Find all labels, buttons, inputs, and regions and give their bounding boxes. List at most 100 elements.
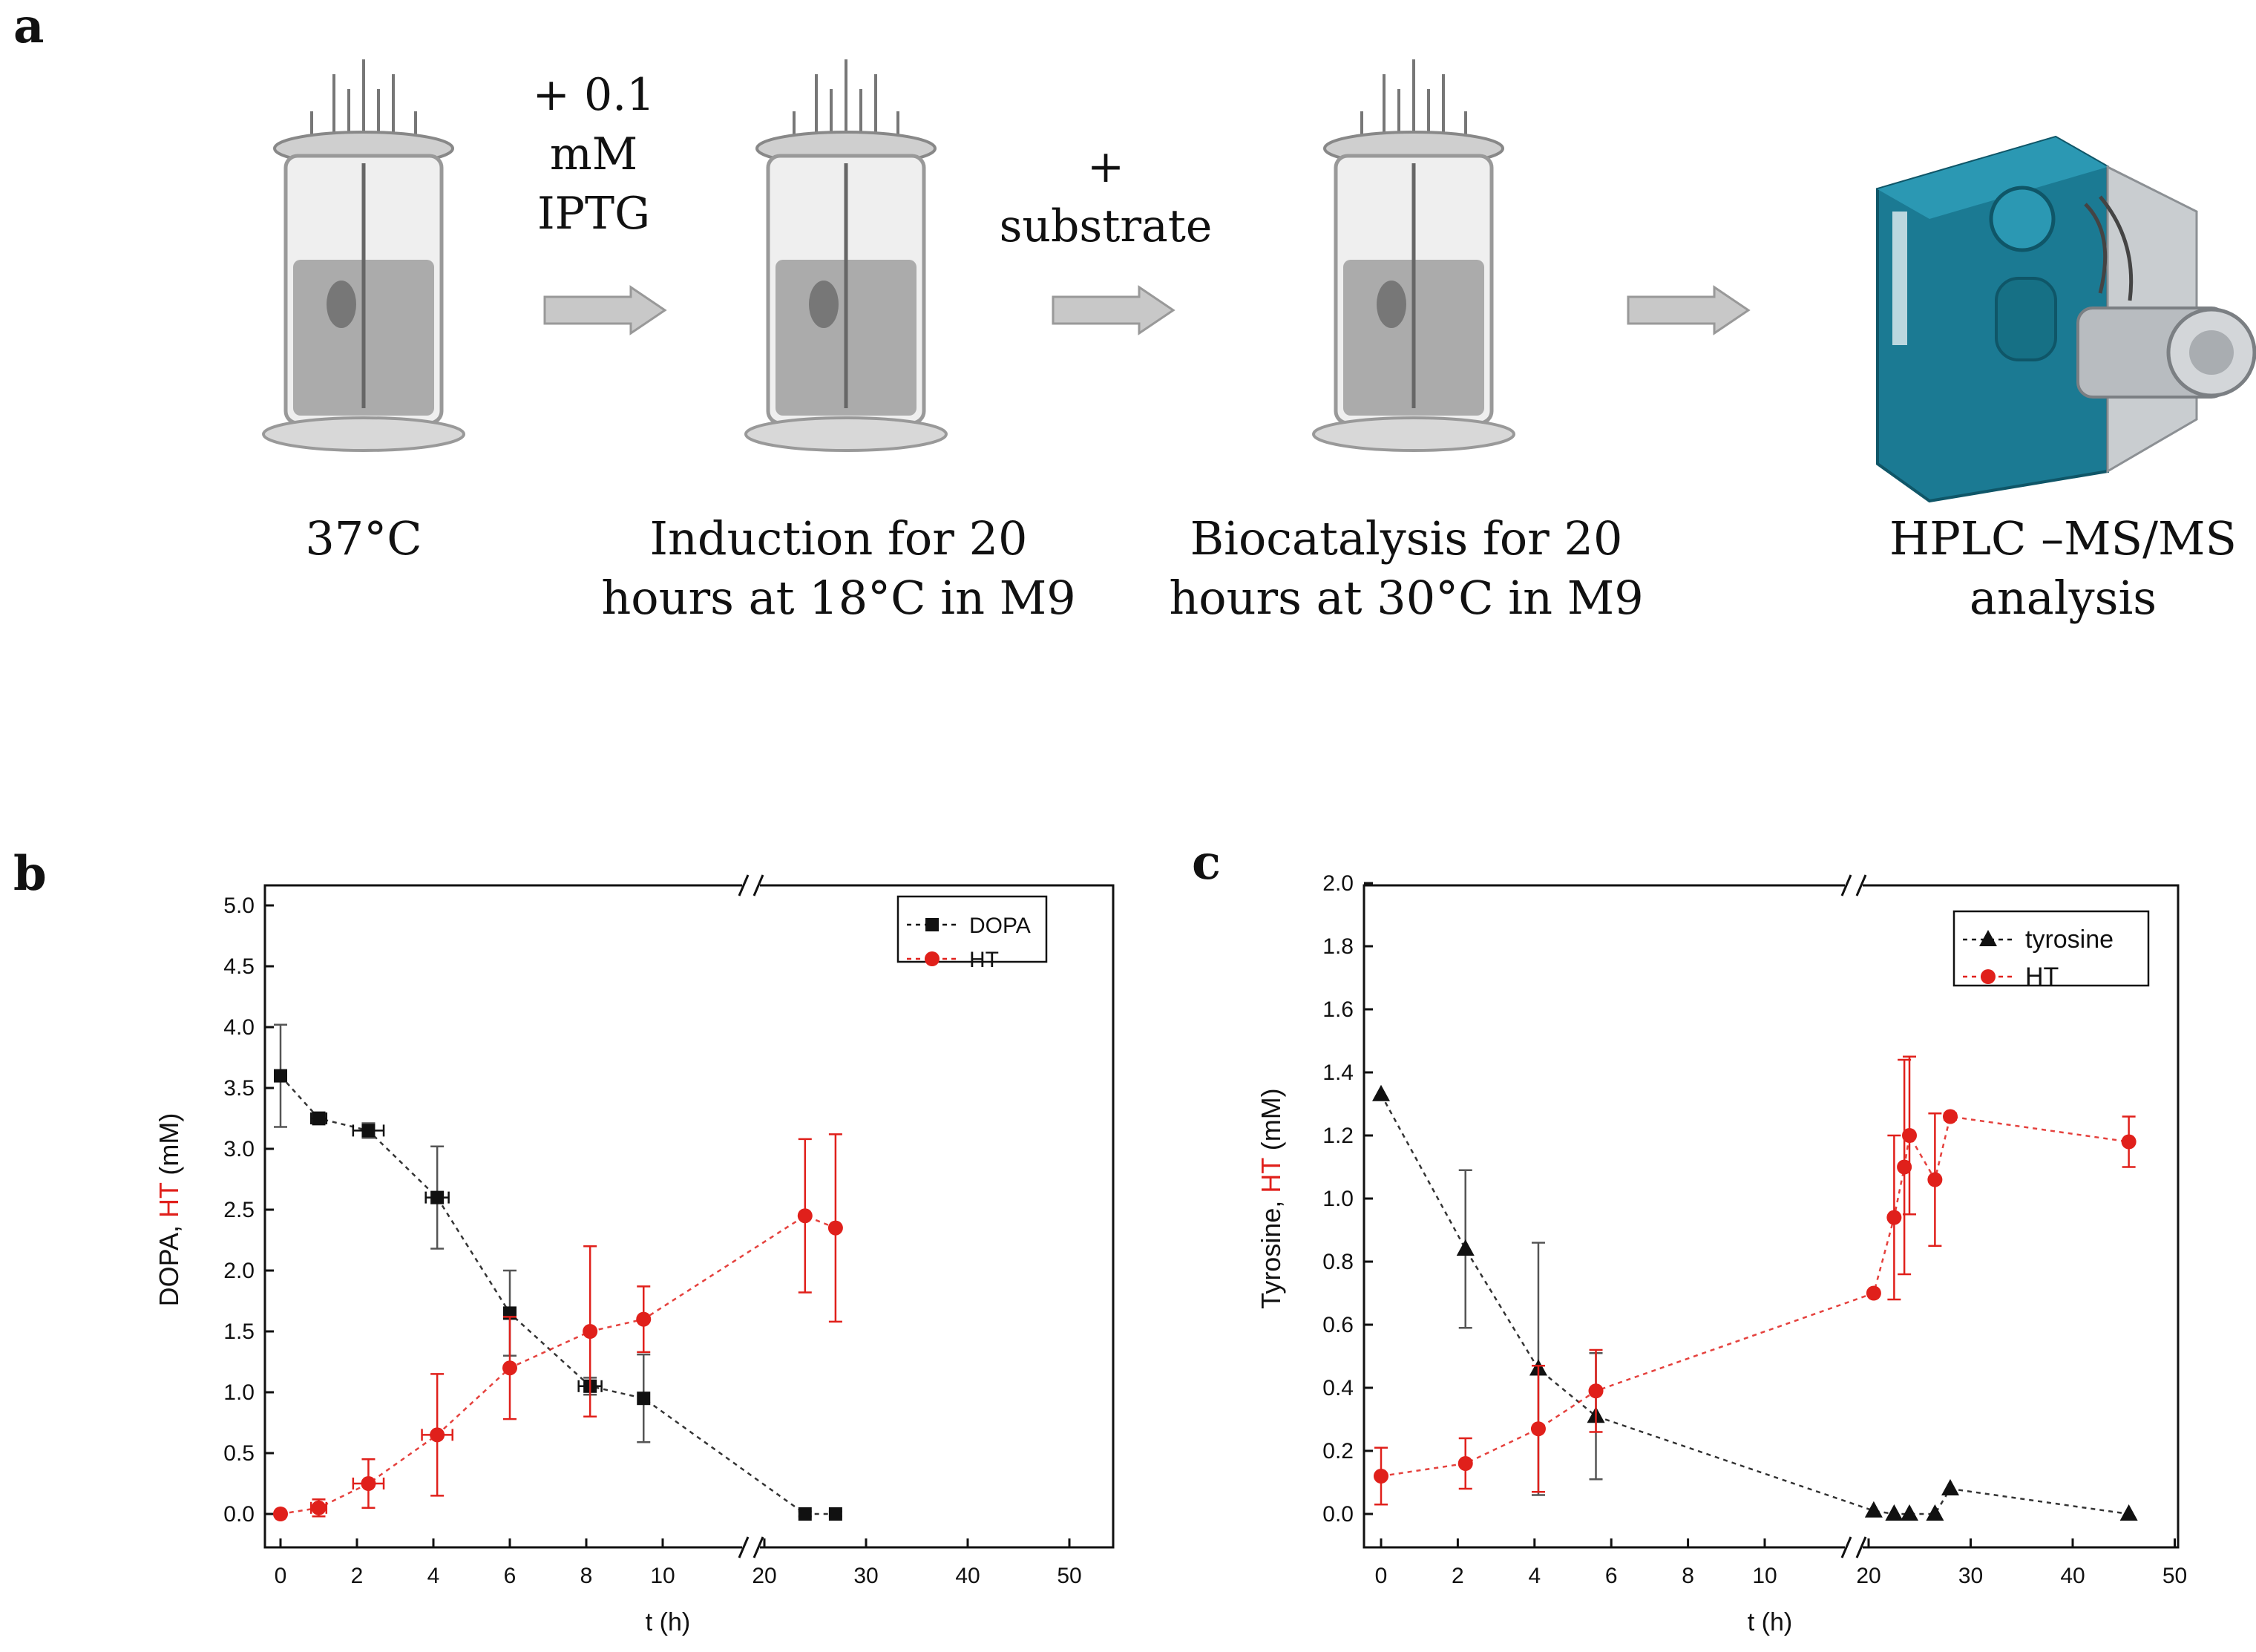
- y-tick-label: 1.0: [1322, 1187, 1354, 1211]
- data-point: [2121, 1134, 2137, 1150]
- y-axis-label: Tyrosine, HT (mM): [1256, 1088, 1286, 1308]
- data-point: [1902, 1128, 1917, 1143]
- data-point: [1897, 1159, 1912, 1175]
- x-tick-label: 50: [1057, 1564, 1081, 1588]
- bioreactor-3-image: [1312, 59, 1515, 452]
- y-tick-label: 2.5: [223, 1198, 255, 1222]
- data-point: [798, 1507, 812, 1521]
- data-point: [273, 1507, 288, 1521]
- x-tick-label: 8: [1682, 1564, 1694, 1588]
- x-tick-label: 40: [2060, 1564, 2085, 1588]
- axis-break-mark: [1840, 1536, 1852, 1558]
- y-axis-label-part: HT: [1256, 1158, 1286, 1193]
- data-point: [583, 1324, 598, 1339]
- y-tick-label: 1.5: [223, 1320, 255, 1344]
- y-tick-label: 3.5: [223, 1076, 255, 1101]
- y-axis-label-part: DOPA,: [154, 1218, 184, 1306]
- data-point: [637, 1392, 651, 1406]
- x-tick-label: 2: [1452, 1564, 1464, 1588]
- legend-marker: [1981, 969, 1996, 984]
- y-axis-label-part: HT: [154, 1182, 184, 1218]
- x-axis-label: t (h): [1748, 1608, 1792, 1636]
- axis-break-gap: [1845, 878, 1863, 893]
- data-point: [828, 1507, 842, 1521]
- substrate-addition-label: + substrate: [999, 141, 1213, 252]
- axis-break-mark: [1855, 1536, 1867, 1558]
- data-point: [827, 1220, 843, 1236]
- legend-box: [896, 895, 1048, 963]
- panel-c-label: c: [1192, 835, 1221, 891]
- y-tick-label: 0.0: [1322, 1502, 1354, 1527]
- y-tick-label: 0.2: [1322, 1439, 1354, 1463]
- legend-marker: [1979, 930, 1997, 946]
- arrow-1-icon: [543, 285, 667, 335]
- data-point: [312, 1112, 326, 1125]
- axis-break-mark: [738, 1536, 750, 1558]
- legend-marker: [925, 918, 939, 931]
- x-tick-label: 6: [504, 1564, 517, 1588]
- legend: tyrosine HT: [1952, 910, 2150, 991]
- x-tick-label: 6: [1605, 1564, 1618, 1588]
- x-tick-label: 0: [275, 1564, 287, 1588]
- data-point: [311, 1500, 327, 1515]
- y-tick-label: 2.0: [1322, 871, 1354, 896]
- y-tick-label: 0.6: [1322, 1313, 1354, 1337]
- data-point: [1901, 1504, 1918, 1521]
- data-point: [1926, 1504, 1944, 1521]
- data-point: [797, 1208, 813, 1224]
- y-tick-label: 4.5: [223, 954, 255, 979]
- axis-break-mark: [1855, 874, 1867, 897]
- axis-break-mark: [738, 874, 750, 897]
- x-tick-label: 30: [1958, 1564, 1983, 1588]
- x-tick-label: 10: [650, 1564, 675, 1588]
- axis-break-gap: [742, 878, 760, 893]
- data-point: [361, 1476, 376, 1491]
- x-tick-label: 20: [1856, 1564, 1880, 1588]
- axis-break-gap: [742, 1540, 760, 1555]
- plot-frame: [263, 884, 1115, 1549]
- x-tick-label: 2: [351, 1564, 364, 1588]
- data-point: [1885, 1504, 1904, 1521]
- iptg-addition-label: + 0.1 mM IPTG: [532, 69, 655, 240]
- data-point: [361, 1124, 376, 1138]
- axis-break-gap: [1845, 1540, 1863, 1555]
- series-tyrosine: [1372, 1084, 2138, 1521]
- step-1-caption: 37°C: [305, 511, 422, 566]
- series-dopa: [274, 1023, 842, 1521]
- arrow-3-icon: [1627, 285, 1751, 335]
- data-point: [1456, 1239, 1475, 1256]
- y-tick-label: 3.0: [223, 1137, 255, 1161]
- x-tick-label: 0: [1375, 1564, 1388, 1588]
- data-point: [1588, 1383, 1604, 1399]
- x-axis-label: t (h): [646, 1608, 690, 1636]
- y-tick-label: 4.0: [223, 1015, 255, 1040]
- series-ht: [273, 1133, 843, 1521]
- x-tick-label: 4: [427, 1564, 440, 1588]
- bioreactor-1-image: [262, 59, 465, 452]
- data-point: [1864, 1501, 1883, 1518]
- y-tick-label: 0.8: [1322, 1250, 1354, 1274]
- step-3-caption: Biocatalysis for 20 hours at 30°C in M9: [1169, 511, 1644, 625]
- legend-label: tyrosine: [2025, 925, 2114, 954]
- y-tick-label: 5.0: [223, 894, 255, 918]
- y-axis-label: DOPA, HT (mM): [154, 1113, 184, 1307]
- legend-marker: [925, 951, 940, 966]
- y-tick-label: 0.4: [1322, 1376, 1354, 1400]
- x-tick-label: 40: [955, 1564, 980, 1588]
- data-point: [1943, 1109, 1958, 1124]
- data-point: [1530, 1421, 1546, 1437]
- panel-b-label: b: [13, 846, 47, 902]
- legend-label: HT: [2025, 963, 2059, 991]
- y-tick-label: 0.0: [223, 1502, 255, 1527]
- y-axis-label-part: (mM): [154, 1113, 184, 1183]
- data-point: [502, 1360, 517, 1376]
- axis-break-mark: [752, 1536, 764, 1558]
- data-point: [1372, 1084, 1390, 1101]
- axis-break-mark: [752, 874, 764, 897]
- y-tick-label: 2.0: [223, 1259, 255, 1283]
- x-tick-label: 50: [2162, 1564, 2187, 1588]
- arrow-2-icon: [1052, 285, 1175, 335]
- hplc-ms-instrument-image: [1876, 135, 2256, 503]
